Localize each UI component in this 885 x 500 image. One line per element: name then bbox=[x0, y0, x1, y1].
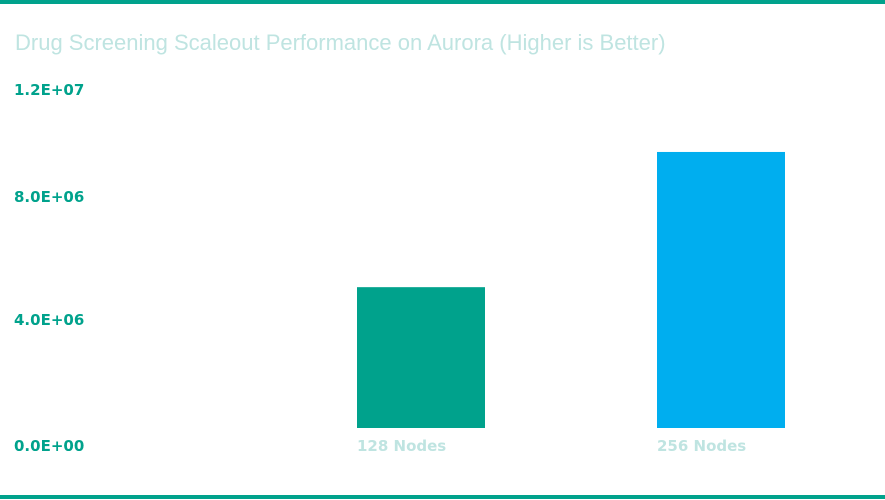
chart-title: Drug Screening Scaleout Performance on A… bbox=[15, 30, 666, 55]
y-tick-label: 4.0E+06 bbox=[14, 311, 84, 329]
bottom-border bbox=[0, 495, 885, 499]
y-axis-ticks: 0.0E+00 4.0E+06 8.0E+06 1.2E+07 bbox=[14, 81, 84, 455]
category-label: 256 Nodes bbox=[657, 437, 746, 455]
y-tick-label: 1.2E+07 bbox=[14, 81, 84, 99]
bar-2 bbox=[657, 151, 785, 428]
bars bbox=[357, 151, 785, 428]
x-axis-category-labels: 128 Nodes 256 Nodes bbox=[357, 437, 746, 455]
category-label: 128 Nodes bbox=[357, 437, 446, 455]
top-border bbox=[0, 0, 885, 4]
y-tick-label: 0.0E+00 bbox=[14, 437, 84, 455]
bar-1 bbox=[357, 287, 485, 428]
y-tick-label: 8.0E+06 bbox=[14, 188, 84, 206]
